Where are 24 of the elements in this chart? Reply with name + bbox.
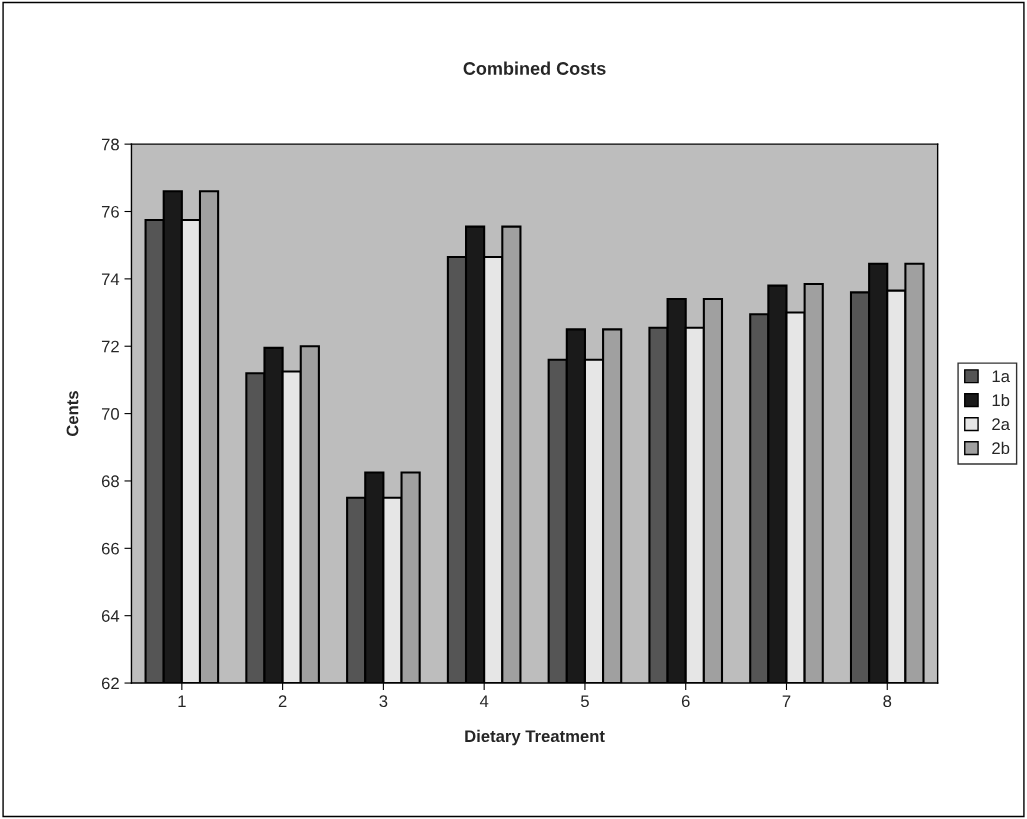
x-tick-label: 8 bbox=[883, 695, 892, 708]
y-tick-label: 74 bbox=[101, 273, 120, 285]
y-tick-label: 70 bbox=[101, 408, 119, 420]
y-tick-label: 64 bbox=[101, 610, 120, 622]
legend-label: 1b bbox=[992, 393, 1010, 407]
x-tick-label: 2 bbox=[278, 695, 287, 707]
x-tick-label: 1 bbox=[178, 695, 186, 707]
y-tick-label: 62 bbox=[101, 677, 119, 690]
y-tick-label: 72 bbox=[101, 340, 119, 353]
legend-label: 2a bbox=[992, 418, 1010, 431]
x-tick-label: 3 bbox=[379, 695, 388, 708]
y-tick-label: 68 bbox=[101, 475, 119, 488]
x-tick-label: 5 bbox=[580, 695, 589, 708]
legend-label: 1a bbox=[992, 370, 1010, 383]
chart-title: Combined Costs bbox=[463, 61, 606, 75]
x-tick-label: 6 bbox=[681, 695, 690, 708]
y-tick-label: 76 bbox=[101, 205, 119, 218]
y-tick-label: 78 bbox=[101, 138, 119, 151]
x-tick-label: 4 bbox=[479, 695, 489, 707]
y-axis-title: Cents bbox=[66, 391, 79, 437]
x-tick-label: 7 bbox=[782, 695, 791, 707]
y-tick-label: 66 bbox=[101, 542, 119, 555]
x-axis-title: Dietary Treatment bbox=[465, 729, 605, 746]
legend-label: 2b bbox=[992, 441, 1010, 455]
